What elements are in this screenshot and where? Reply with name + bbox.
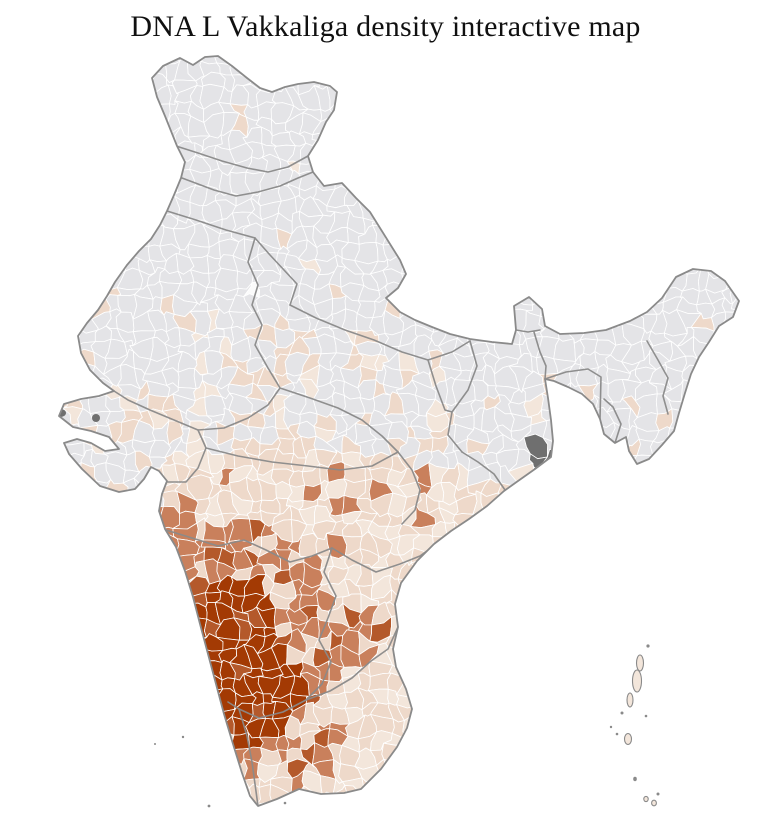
india-outline bbox=[58, 55, 740, 807]
lakshadweep-islets bbox=[154, 735, 287, 808]
district-mesh bbox=[59, 56, 739, 806]
state-borders bbox=[113, 145, 669, 806]
andaman-nicobar-islands bbox=[609, 644, 660, 807]
map-title: DNA L Vakkaliga density interactive map bbox=[130, 10, 641, 43]
